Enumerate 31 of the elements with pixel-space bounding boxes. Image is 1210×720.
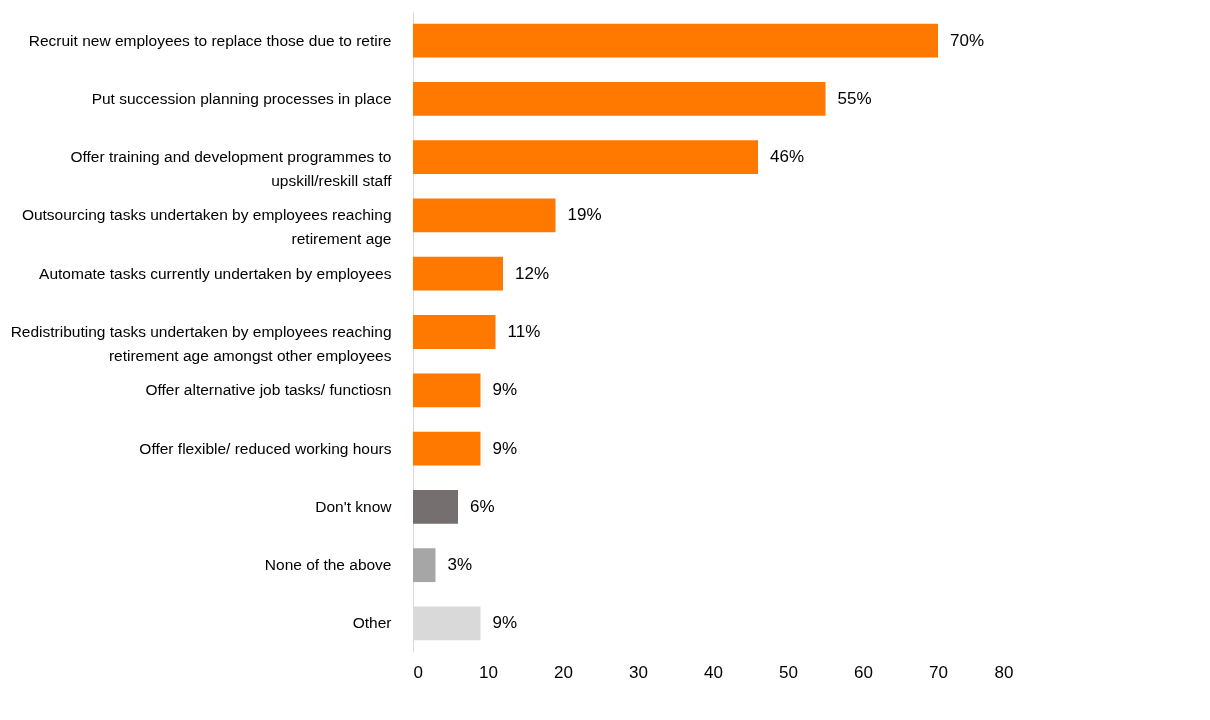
x-tick-label: 30 xyxy=(629,662,648,682)
x-tick-label: 60 xyxy=(854,662,873,682)
x-tick-label: 80 xyxy=(994,662,1014,682)
y-tick-label: Automate tasks currently undertaken by employees xyxy=(39,264,392,282)
y-tick-label: Offer flexible/ reduced working hours xyxy=(139,439,392,457)
data-label: 9% xyxy=(492,438,518,458)
data-label: 9% xyxy=(492,613,518,633)
data-label: 3% xyxy=(447,555,473,575)
data-label: 6% xyxy=(470,496,495,516)
y-tick-label: Redistributing tasks undertaken by employees reaching retirement age amongst other employees xyxy=(10,323,392,364)
x-tick-label: 70 xyxy=(929,662,948,682)
x-tick-label: 40 xyxy=(704,662,723,682)
y-tick-label: None of the above xyxy=(264,556,392,574)
y-tick-label: Put succession planning processes in place xyxy=(91,89,392,107)
y-tick-label: Recruit new employees to replace those due to retire xyxy=(28,31,392,49)
y-tick-label: Don't know xyxy=(315,497,393,515)
y-tick-label: Offer alternative job tasks/ functiosn xyxy=(145,381,392,399)
data-label: 55% xyxy=(837,88,872,108)
data-label: 70% xyxy=(950,30,985,50)
x-tick-label: 50 xyxy=(779,662,798,682)
y-tick-label: Other xyxy=(352,614,392,632)
data-label: 46% xyxy=(770,147,805,167)
x-tick-label: 0 xyxy=(413,662,423,682)
data-label: 19% xyxy=(567,205,602,225)
x-tick-label: 10 xyxy=(479,662,498,682)
data-label: 9% xyxy=(492,380,518,400)
data-label: 11% xyxy=(507,322,541,341)
data-label: 12% xyxy=(515,263,550,283)
y-tick-label: Offer training and development programmes to upskill/reskill staff xyxy=(70,148,393,190)
y-tick-label: Outsourcing tasks undertaken by employees reaching retirement age xyxy=(21,206,392,248)
x-tick-label: 20 xyxy=(554,662,573,682)
